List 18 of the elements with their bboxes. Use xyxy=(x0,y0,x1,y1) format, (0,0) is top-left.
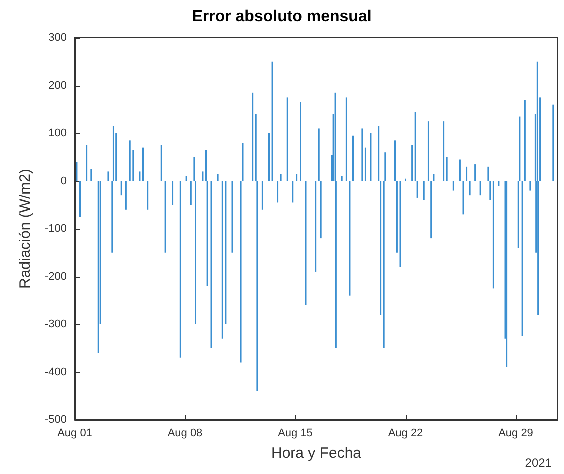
y-axis-title: Radiación (W/m2) xyxy=(17,168,34,290)
y-tick-label: -400 xyxy=(44,366,67,378)
x-tick-label: Aug 08 xyxy=(168,428,203,440)
y-tick-label: 0 xyxy=(60,175,67,188)
text: 2021 xyxy=(525,456,552,470)
y-tick-label: 200 xyxy=(48,80,67,92)
x-tick-label: Aug 01 xyxy=(58,428,92,440)
x-tick-label: Aug 15 xyxy=(278,428,313,440)
chart-title: Error absoluto mensual xyxy=(192,8,372,26)
x-tick-label: Aug 22 xyxy=(388,428,424,440)
y-tick-label: -100 xyxy=(44,223,67,235)
y-tick-label: -500 xyxy=(44,414,67,426)
y-tick-label: -200 xyxy=(44,270,67,283)
x-tick-label: Aug 29 xyxy=(498,428,534,440)
y-tick-label: -300 xyxy=(44,318,67,330)
y-tick-label: 300 xyxy=(48,32,67,44)
y-tick-label: 100 xyxy=(48,128,67,140)
x-axis-title: Hora y Fecha xyxy=(271,445,362,462)
